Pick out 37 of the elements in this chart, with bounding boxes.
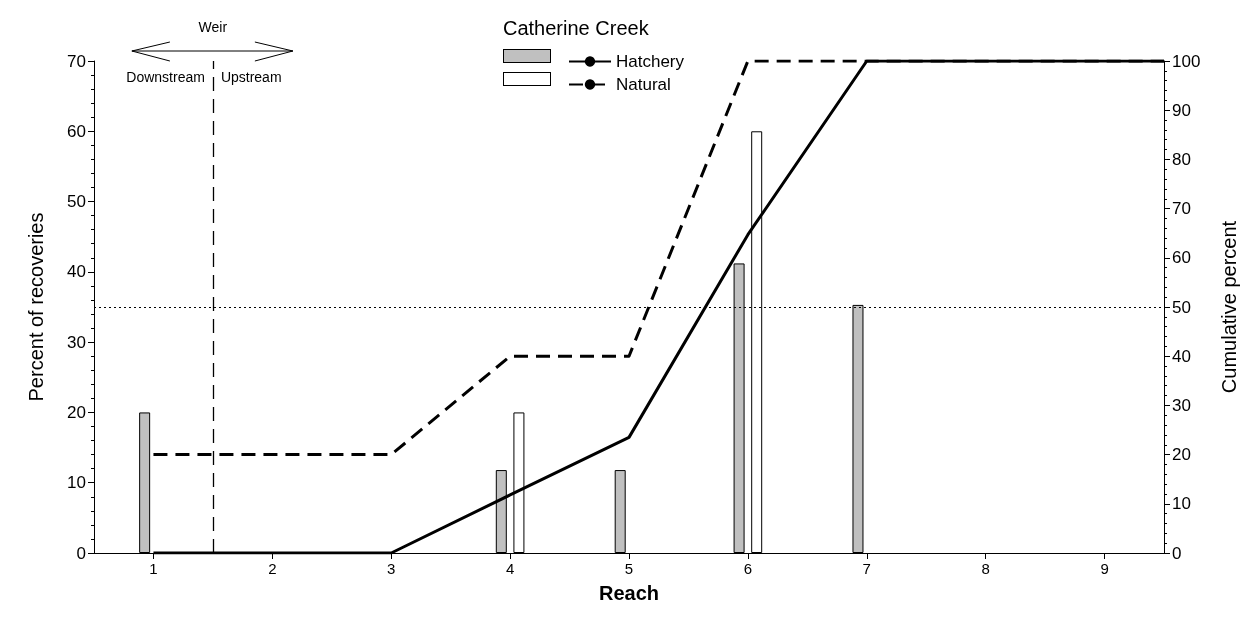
annotation: Upstream: [220, 69, 282, 85]
x-tick-label: 2: [268, 560, 277, 577]
y-tick-label: 30: [67, 332, 86, 352]
legend-title: Catherine Creek: [503, 17, 650, 39]
y2-tick-label: 40: [1172, 346, 1191, 366]
legend-label: Natural: [616, 75, 671, 94]
y2-tick-label: 20: [1172, 445, 1191, 465]
x-tick-label: 9: [1100, 560, 1109, 577]
x-tick-label: 3: [387, 560, 396, 577]
x-tick-label: 4: [505, 560, 515, 577]
legend-label: Hatchery: [616, 52, 685, 71]
y2-tick-label: 100: [1172, 51, 1201, 71]
annotation: Downstream: [126, 69, 205, 85]
y2-axis-title: Cumulative percent: [1218, 220, 1240, 394]
y-tick-label: 60: [67, 121, 86, 141]
y-tick-label: 10: [67, 473, 86, 493]
y-tick-label: 70: [67, 51, 86, 71]
x-tick-label: 1: [149, 560, 158, 577]
x-tick-label: 5: [624, 560, 634, 577]
y2-tick-label: 0: [1172, 543, 1182, 563]
ref-line-label: Weir: [198, 19, 228, 35]
x-tick-label: 8: [981, 560, 990, 577]
y-axis-title: Percent of recoveries: [25, 212, 47, 402]
y-tick-label: 40: [67, 262, 86, 282]
y2-tick-label: 80: [1172, 149, 1191, 169]
y2-tick-label: 50: [1172, 297, 1191, 317]
x-tick-label: 6: [743, 560, 753, 577]
x-tick-label: 7: [862, 560, 871, 577]
y-tick-label: 50: [67, 192, 86, 212]
y2-tick-label: 10: [1172, 494, 1191, 514]
y2-tick-label: 60: [1172, 248, 1191, 268]
x-axis-title: Reach: [598, 582, 660, 604]
y2-tick-label: 30: [1172, 395, 1191, 415]
y-tick-label: 0: [76, 543, 86, 563]
y2-tick-label: 70: [1172, 199, 1191, 219]
y-tick-label: 20: [67, 402, 86, 422]
y2-tick-label: 90: [1172, 100, 1191, 120]
